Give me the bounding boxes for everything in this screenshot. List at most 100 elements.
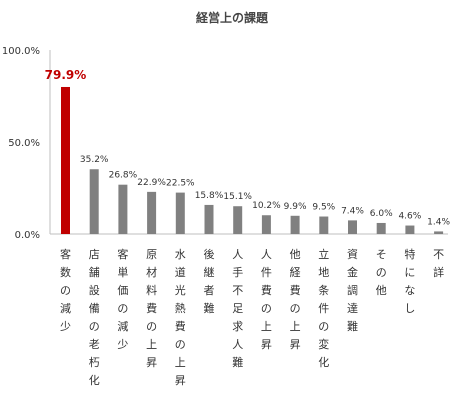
data-label: 22.9% — [137, 178, 166, 188]
data-label: 22.5% — [166, 179, 195, 189]
data-label: 35.2% — [80, 155, 109, 165]
data-label: 79.9% — [45, 68, 87, 82]
data-label: 1.4% — [427, 217, 450, 227]
category-label: 水 — [175, 248, 186, 261]
category-label: 費 — [261, 283, 272, 297]
category-label: の — [318, 320, 329, 333]
data-label: 9.9% — [284, 202, 307, 212]
bar — [89, 169, 99, 234]
category-label: 備 — [89, 302, 100, 315]
category-label: 資 — [347, 248, 358, 261]
category-label: 不 — [433, 248, 444, 261]
category-label: 上 — [146, 338, 157, 351]
bar — [261, 215, 271, 234]
chart-title: 経営上の課題 — [196, 10, 269, 25]
bar — [376, 222, 386, 234]
category-label: 上 — [290, 320, 301, 333]
category-label: の — [376, 266, 387, 279]
category-label: 難 — [204, 302, 215, 315]
category-label: 客 — [117, 247, 128, 261]
bar — [233, 206, 243, 234]
category-label: 継 — [204, 265, 215, 279]
category-label: 化 — [89, 373, 100, 387]
category-label: 費 — [175, 319, 186, 333]
category-label: 不 — [232, 284, 243, 297]
category-label: の — [60, 284, 71, 297]
category-label: 材 — [146, 265, 157, 279]
category-label: 少 — [60, 320, 71, 333]
category-label: 人 — [232, 248, 243, 261]
bar — [290, 215, 300, 234]
category-label: の — [290, 302, 301, 315]
category-label: 数 — [60, 266, 71, 279]
category-label: 光 — [175, 283, 186, 297]
data-label: 15.8% — [195, 191, 224, 201]
y-tick-label: 100.0% — [2, 46, 40, 57]
category-label: 金 — [347, 265, 358, 279]
category-label: 地 — [318, 266, 329, 279]
y-tick-label: 50.0% — [8, 138, 40, 149]
category-label: 老 — [89, 338, 100, 351]
category-label: の — [117, 302, 128, 315]
category-label: し — [404, 302, 415, 315]
category-label: な — [404, 284, 415, 297]
category-label: の — [261, 302, 272, 315]
bar — [175, 192, 185, 234]
data-label: 6.0% — [370, 209, 393, 219]
y-axis-ticks: 0.0% 50.0% 100.0% — [2, 46, 40, 241]
bar — [118, 184, 128, 234]
bar — [61, 86, 70, 234]
category-label: 他 — [290, 248, 301, 261]
category-label: 変 — [318, 337, 329, 351]
category-label: そ — [376, 248, 387, 261]
category-label: 昇 — [290, 338, 301, 351]
category-label: 上 — [175, 356, 186, 369]
category-label: 費 — [290, 283, 301, 297]
bar — [319, 216, 329, 234]
category-label: 設 — [89, 283, 100, 297]
category-label: 経 — [290, 266, 301, 279]
category-label: の — [175, 338, 186, 351]
category-label: 単 — [117, 265, 128, 279]
category-label: 朽 — [89, 355, 100, 369]
data-label: 7.4% — [341, 206, 364, 216]
bar — [434, 231, 444, 234]
category-label: 道 — [175, 265, 186, 279]
category-label: 昇 — [175, 374, 186, 387]
category-label: の — [146, 320, 157, 333]
category-label: 減 — [60, 301, 71, 315]
category-label: 価 — [117, 284, 128, 297]
data-label: 26.8% — [109, 171, 138, 181]
category-label: に — [404, 266, 415, 279]
category-label: 原 — [146, 248, 157, 261]
category-label: 舗 — [89, 265, 100, 279]
bar — [348, 220, 357, 234]
bar — [204, 204, 214, 234]
category-label: 達 — [347, 302, 358, 315]
data-label: 15.1% — [223, 192, 252, 202]
category-label: 人 — [232, 338, 243, 351]
category-label: 人 — [261, 248, 272, 261]
category-label: 特 — [404, 247, 415, 261]
data-label: 9.5% — [312, 203, 335, 213]
data-label: 10.2% — [252, 201, 281, 211]
category-label: 熱 — [175, 302, 186, 315]
category-label: 後 — [204, 247, 215, 261]
category-label: 難 — [232, 356, 243, 369]
category-label: 客 — [60, 247, 71, 261]
category-label: 料 — [146, 283, 157, 297]
bar — [405, 225, 415, 234]
data-labels: 79.9% 35.2%26.8%22.9% 22.5%15.8% 15.1%10.2%… — [45, 68, 451, 227]
category-label: 他 — [376, 284, 387, 297]
category-label: 化 — [318, 355, 329, 369]
category-label: 上 — [261, 320, 272, 333]
y-tick-label: 0.0% — [15, 230, 40, 241]
category-label: 昇 — [261, 338, 272, 351]
category-labels: 客数の減少店舗設備の老朽化客単価の減少原材料費の上昇水道光熱費の上昇後継者難人手… — [60, 247, 444, 387]
category-label: 昇 — [146, 356, 157, 369]
category-label: 者 — [204, 284, 215, 297]
category-label: 求 — [232, 320, 243, 333]
category-label: 件 — [318, 302, 329, 315]
bar-series — [61, 86, 444, 234]
